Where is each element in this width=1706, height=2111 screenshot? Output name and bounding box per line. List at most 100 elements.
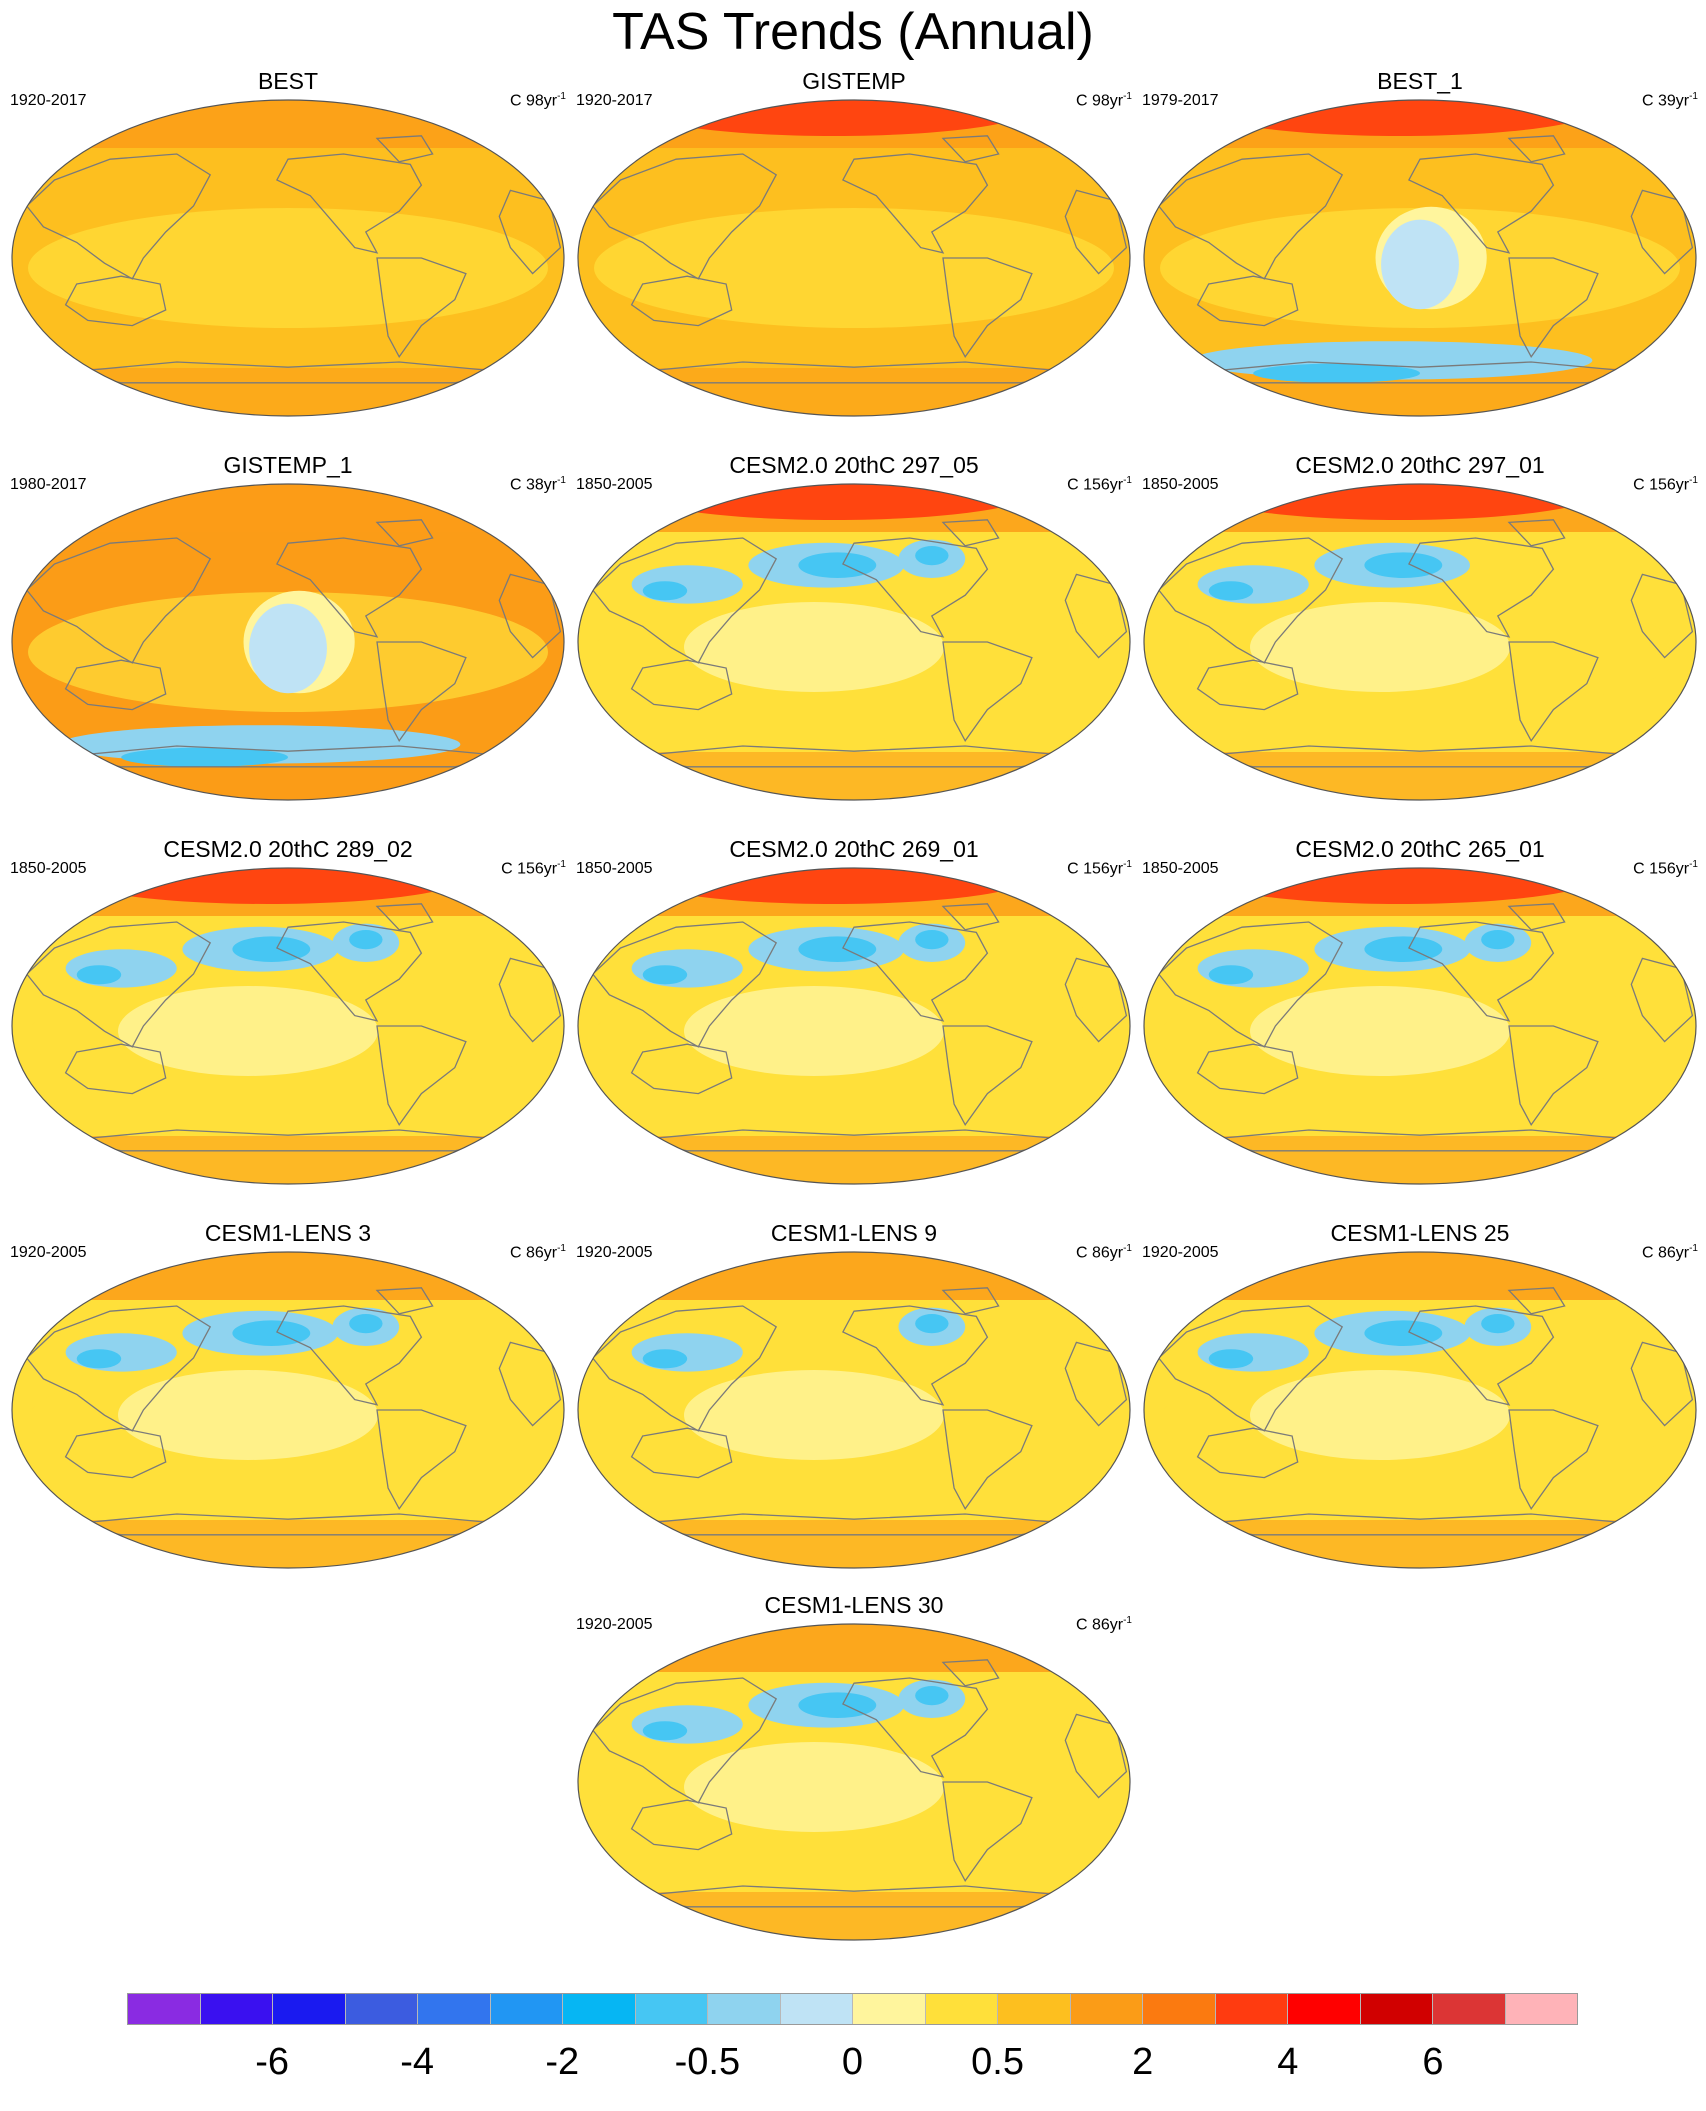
panel-period: 1920-2017: [576, 92, 653, 109]
coastline-antarctica: [631, 361, 1077, 384]
map-panel: CESM2.0 20thC 289_02 1850-2005 C 156yr-1: [10, 836, 566, 1186]
colorbar-swatch: [780, 1994, 853, 2024]
panel-title: CESM2.0 20thC 297_01: [1295, 452, 1545, 478]
panel-title: GISTEMP_1: [223, 452, 353, 478]
coastline-greenland: [1507, 519, 1566, 547]
coastline-namerica: [842, 153, 989, 254]
coastline-australia: [1196, 659, 1299, 711]
coastline-antarctica: [65, 1129, 511, 1152]
panel-units-exponent: -1: [1689, 859, 1698, 870]
panel-period: 1920-2005: [576, 1244, 653, 1261]
coastline-australia: [64, 659, 167, 711]
panel-units: C 86yr-1: [1076, 1240, 1132, 1262]
coastline-antarctica: [1197, 745, 1643, 768]
colorbar-swatch: [998, 1994, 1071, 2024]
coastline-namerica: [276, 1305, 423, 1406]
map-panel: GISTEMP 1920-2017 C 98yr-1: [576, 68, 1132, 418]
coastline-asia: [1157, 537, 1344, 664]
colorbar-swatch: [273, 1994, 346, 2024]
panel-title: BEST_1: [1377, 68, 1463, 94]
coastline-antarctica: [65, 1513, 511, 1536]
coastline-greenland: [941, 1287, 1000, 1315]
panel-period: 1850-2005: [576, 860, 653, 877]
panel-units-text: C 156yr: [1633, 860, 1690, 878]
colorbar-swatch: [200, 1994, 273, 2024]
colorbar-tick-label: 0: [841, 2041, 864, 2083]
coastline-samerica: [942, 257, 1033, 359]
coastline-australia: [630, 1043, 733, 1095]
coastline-australia: [630, 1427, 733, 1479]
coastline-namerica: [1408, 537, 1555, 638]
coastline-asia: [1157, 1305, 1344, 1432]
panel-units-exponent: -1: [1123, 1243, 1132, 1254]
panel-units: C 156yr-1: [1067, 472, 1132, 494]
coastline-greenland: [375, 903, 434, 931]
map-canvas: [577, 99, 1131, 417]
colorbar-swatch: [1215, 1994, 1288, 2024]
coastline-namerica: [1408, 153, 1555, 254]
panel-units: C 86yr-1: [1076, 1612, 1132, 1634]
coastline-samerica: [1508, 641, 1599, 743]
coastline-namerica: [276, 153, 423, 254]
colorbar-tick-label: 6: [1422, 2041, 1444, 2083]
coastline-namerica: [842, 1677, 989, 1778]
panel-units-exponent: -1: [557, 859, 566, 870]
coastline-samerica: [376, 257, 467, 359]
coastline-australia: [64, 1043, 167, 1095]
coastline-antarctica: [1197, 361, 1643, 384]
coastline-samerica: [1508, 257, 1599, 359]
coastline-australia: [64, 275, 167, 327]
panel-title: CESM2.0 20thC 265_01: [1295, 836, 1545, 862]
panel-units: C 86yr-1: [1642, 1240, 1698, 1262]
panel-units: C 156yr-1: [1067, 856, 1132, 878]
coastline-asia: [591, 537, 778, 664]
colorbar-swatch: [345, 1994, 418, 2024]
coastline-namerica: [842, 921, 989, 1022]
panel-title: CESM1-LENS 3: [204, 1220, 372, 1246]
panel-title: CESM2.0 20thC 297_05: [729, 452, 979, 478]
panel-units-exponent: -1: [1689, 475, 1698, 486]
colorbar-swatch: [1288, 1994, 1361, 2024]
coastline-namerica: [1408, 1305, 1555, 1406]
coastline-greenland: [1507, 903, 1566, 931]
colorbar-swatch: [853, 1994, 926, 2024]
map-panel: GISTEMP_1 1980-2017 C 38yr-1: [10, 452, 566, 802]
coastline-asia: [25, 537, 212, 664]
coastline-australia: [630, 275, 733, 327]
panel-period: 1920-2005: [576, 1616, 653, 1633]
panel-units-text: C 156yr: [501, 860, 558, 878]
coastline-namerica: [276, 921, 423, 1022]
colorbar-swatch: [635, 1994, 708, 2024]
map-canvas: [11, 99, 565, 417]
coastline-australia: [1196, 1427, 1299, 1479]
coastline-antarctica: [65, 361, 511, 384]
map-canvas: [11, 483, 565, 801]
coastline-antarctica: [65, 745, 511, 768]
coastline-samerica: [1508, 1025, 1599, 1127]
colorbar-swatch: [490, 1994, 563, 2024]
panel-units-text: C 156yr: [1067, 476, 1124, 494]
coastline-australia: [1196, 1043, 1299, 1095]
map-panel: CESM2.0 20thC 269_01 1850-2005 C 156yr-1: [576, 836, 1132, 1186]
panel-units: C 156yr-1: [1633, 472, 1698, 494]
colorbar-swatch: [1433, 1994, 1506, 2024]
colorbar: [127, 1993, 1578, 2025]
panel-units: C 156yr-1: [501, 856, 566, 878]
coastline-asia: [591, 921, 778, 1048]
coastline-antarctica: [631, 1885, 1077, 1908]
map-canvas: [1143, 1251, 1697, 1569]
page-title: TAS Trends (Annual): [612, 3, 1094, 61]
coastline-samerica: [942, 641, 1033, 743]
map-panel: CESM1-LENS 3 1920-2005 C 86yr-1: [10, 1220, 566, 1570]
panel-units-exponent: -1: [1689, 91, 1698, 102]
map-canvas: [11, 867, 565, 1185]
panel-period: 1920-2017: [10, 92, 87, 109]
coastline-asia: [25, 153, 212, 280]
panel-units-exponent: -1: [557, 1243, 566, 1254]
map-canvas: [577, 483, 1131, 801]
colorbar-tick-label: 4: [1277, 2041, 1299, 2083]
panel-units: C 156yr-1: [1633, 856, 1698, 878]
map-panel: BEST 1920-2017 C 98yr-1: [10, 68, 566, 418]
panel-title: CESM2.0 20thC 269_01: [729, 836, 979, 862]
coastline-antarctica: [631, 1513, 1077, 1536]
